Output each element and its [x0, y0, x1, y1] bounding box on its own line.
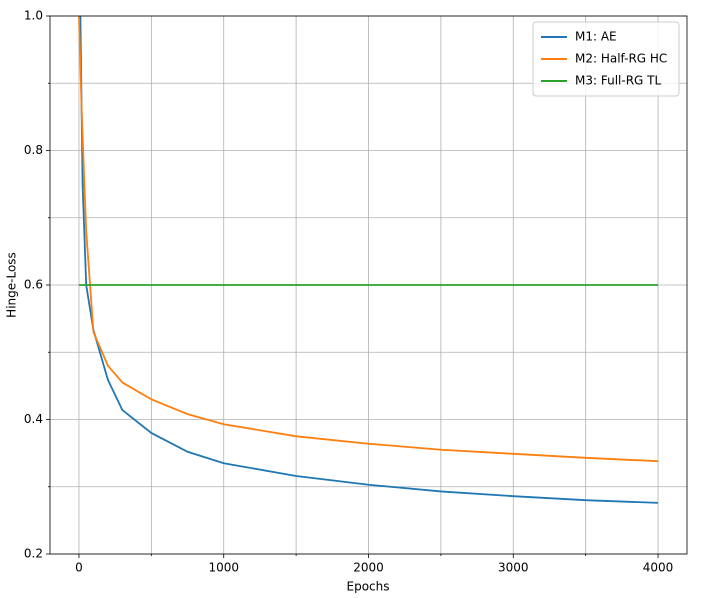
legend-label: M2: Half-RG HC [575, 52, 667, 66]
y-tick-label: 0.6 [24, 278, 43, 292]
series-line [79, 16, 659, 504]
legend-label: M1: AE [575, 30, 617, 44]
y-tick-label: 0.8 [24, 143, 43, 157]
x-tick-label: 1000 [208, 561, 239, 575]
x-tick-label: 2000 [353, 561, 384, 575]
y-tick-label: 0.2 [24, 547, 43, 561]
y-tick-label: 0.4 [24, 412, 43, 426]
x-tick-label: 3000 [498, 561, 529, 575]
y-axis-label: Hinge-Loss [5, 252, 19, 318]
y-tick-label: 1.0 [24, 9, 43, 23]
legend-box [532, 21, 680, 97]
x-axis-label: Epochs [347, 580, 390, 594]
series-line [78, 16, 659, 463]
legend-label: M3: Full-RG TL [575, 74, 661, 88]
x-tick-label: 4000 [643, 561, 674, 575]
x-tick-label: 0 [75, 561, 83, 575]
legend: M1: AE M2: Half-RG HC M3: Full-RG TL [532, 21, 680, 97]
lines-layer [78, 16, 659, 504]
